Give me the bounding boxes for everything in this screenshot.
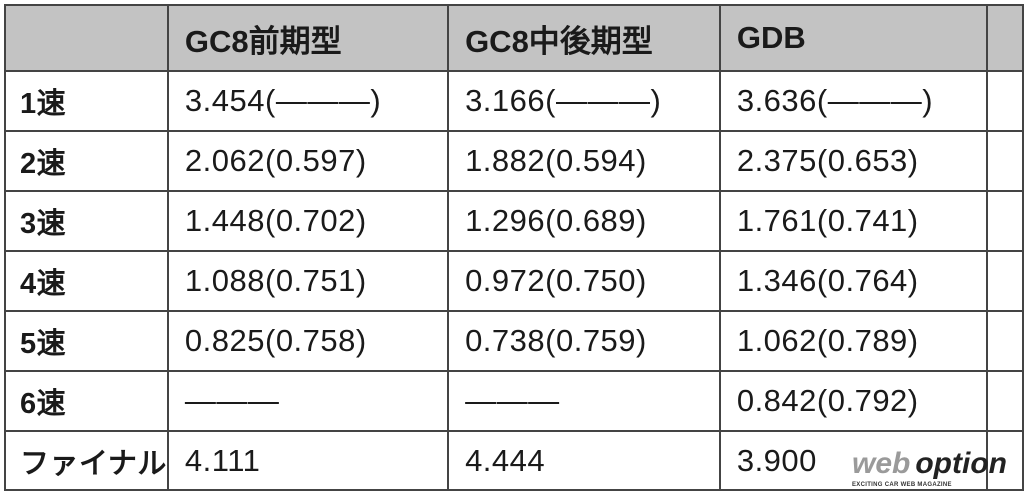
cutoff-cell: [985, 370, 1024, 432]
gear-ratio-table: GC8前期型 GC8中後期型 GDB 1速 3.454(―――) 3.166(―――…: [4, 4, 1024, 491]
table-cell: 2.062(0.597): [166, 130, 450, 192]
table-row: 1速 3.454(―――) 3.166(―――) 3.636(―――): [4, 70, 1024, 132]
watermark-option: option: [915, 447, 1007, 480]
table-cell: 1.761(0.741): [718, 190, 988, 252]
cutoff-cell: [985, 70, 1024, 132]
table-cell: 1.882(0.594): [447, 130, 721, 192]
row-label: 6速: [4, 370, 169, 432]
table-cell: 1.296(0.689): [447, 190, 721, 252]
row-label: 3速: [4, 190, 169, 252]
header-gdb: GDB: [718, 4, 988, 72]
watermark-brand-line: web option: [852, 448, 1007, 480]
cutoff-cell: [985, 310, 1024, 372]
table-cell: 1.088(0.751): [166, 250, 450, 312]
header-corner: [4, 4, 169, 72]
cutoff-cell: [985, 190, 1024, 252]
header-cutoff: [985, 4, 1024, 72]
table-row: 6速 ――― ――― 0.842(0.792): [4, 370, 1024, 432]
header-row: GC8前期型 GC8中後期型 GDB: [4, 4, 1024, 72]
table-row: 2速 2.062(0.597) 1.882(0.594) 2.375(0.653): [4, 130, 1024, 192]
table-cell: 0.842(0.792): [718, 370, 988, 432]
row-label: ファイナル: [4, 430, 169, 491]
row-label: 2速: [4, 130, 169, 192]
row-label: 4速: [4, 250, 169, 312]
table-row: ファイナル 4.111 4.444 3.900: [4, 430, 1024, 491]
cutoff-cell: [985, 250, 1024, 312]
table-row: 3速 1.448(0.702) 1.296(0.689) 1.761(0.741): [4, 190, 1024, 252]
table-cell: 2.375(0.653): [718, 130, 988, 192]
table-cell: 3.900: [718, 430, 988, 491]
table-cell: 0.738(0.759): [447, 310, 721, 372]
table-cell: ―――: [447, 370, 721, 432]
table-cell: 3.166(―――): [447, 70, 721, 132]
table-cell: 1.062(0.789): [718, 310, 988, 372]
row-label: 1速: [4, 70, 169, 132]
cutoff-cell: [985, 130, 1024, 192]
table-cell: ―――: [166, 370, 450, 432]
table-cell: 4.444: [447, 430, 721, 491]
table-cell: 3.454(―――): [166, 70, 450, 132]
table-cell: 0.972(0.750): [447, 250, 721, 312]
header-gc8-early: GC8前期型: [166, 4, 450, 72]
weboption-watermark-logo: web option EXCITING CAR WEB MAGAZINE: [852, 448, 1017, 489]
table-cell: 0.825(0.758): [166, 310, 450, 372]
table-row: 4速 1.088(0.751) 0.972(0.750) 1.346(0.764): [4, 250, 1024, 312]
table-cell: 1.346(0.764): [718, 250, 988, 312]
table-cell: 3.636(―――): [718, 70, 988, 132]
table-cell: 4.111: [166, 430, 450, 491]
header-gc8-mid-late: GC8中後期型: [447, 4, 721, 72]
table-cell: 1.448(0.702): [166, 190, 450, 252]
row-label: 5速: [4, 310, 169, 372]
watermark-web: web: [852, 447, 911, 480]
watermark-tagline: EXCITING CAR WEB MAGAZINE: [852, 482, 952, 488]
cutoff-cell: [985, 430, 1024, 491]
table-row: 5速 0.825(0.758) 0.738(0.759) 1.062(0.789): [4, 310, 1024, 372]
